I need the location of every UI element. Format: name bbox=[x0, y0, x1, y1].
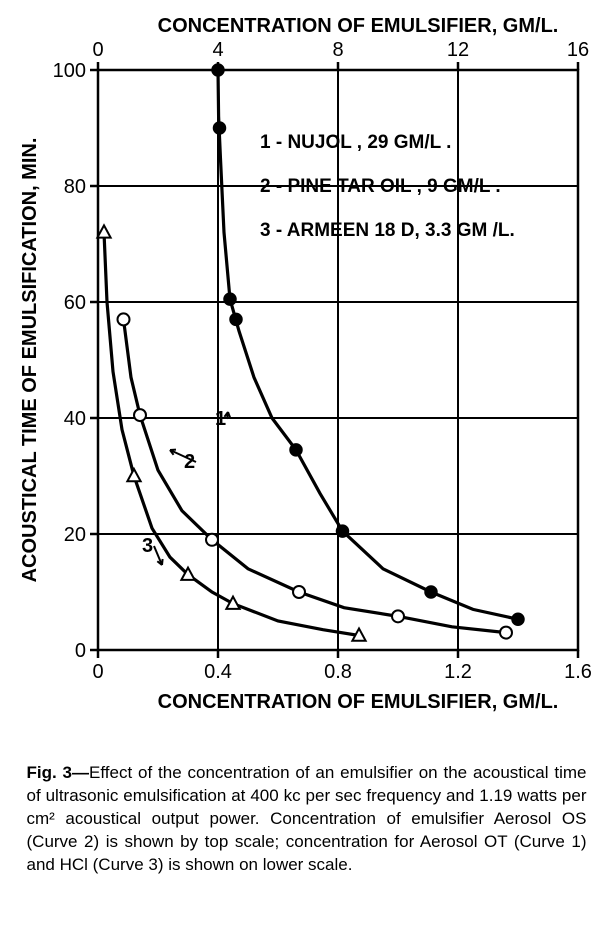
curve-number-label: 3 bbox=[142, 535, 153, 557]
svg-text:1.6: 1.6 bbox=[564, 661, 592, 683]
svg-text:40: 40 bbox=[64, 408, 86, 430]
curve-number-label: 2 bbox=[184, 451, 195, 473]
marker-open-circle bbox=[500, 627, 512, 639]
marker-filled-circle bbox=[214, 122, 226, 134]
marker-open-triangle bbox=[127, 469, 140, 481]
marker-open-triangle bbox=[97, 225, 110, 237]
marker-open-circle bbox=[293, 586, 305, 598]
svg-text:1.2: 1.2 bbox=[444, 661, 472, 683]
svg-text:0.8: 0.8 bbox=[324, 661, 352, 683]
bottom-axis-label: CONCENTRATION OF EMULSIFIER, GM/L. bbox=[158, 691, 559, 713]
svg-text:0: 0 bbox=[92, 39, 103, 61]
svg-text:100: 100 bbox=[53, 60, 86, 82]
series-curve2 bbox=[124, 319, 507, 632]
y-axis-label: ACOUSTICAL TIME OF EMULSIFICATION, MIN. bbox=[19, 138, 41, 583]
marker-open-circle bbox=[392, 610, 404, 622]
svg-text:20: 20 bbox=[64, 524, 86, 546]
svg-text:0.4: 0.4 bbox=[204, 661, 232, 683]
chart-svg: 0 4 8 12 16 0 0.4 0.8 1.2 1.6 0 20 40 60 80 100 CONCENTR… bbox=[10, 10, 603, 750]
legend-line: 3 - ARMEEN 18 D, 3.3 GM /L. bbox=[260, 220, 515, 241]
marker-open-circle bbox=[118, 313, 130, 325]
marker-open-circle bbox=[206, 534, 218, 546]
svg-text:60: 60 bbox=[64, 292, 86, 314]
curve-number-label: 1 bbox=[215, 408, 226, 430]
svg-text:0: 0 bbox=[92, 661, 103, 683]
marker-filled-circle bbox=[230, 313, 242, 325]
top-axis-label: CONCENTRATION OF EMULSIFIER, GM/L. bbox=[158, 15, 559, 37]
marker-filled-circle bbox=[212, 64, 224, 76]
legend-line: 2 - PINE TAR OIL , 9 GM/L . bbox=[260, 176, 501, 197]
caption-body: Effect of the concentration of an emulsi… bbox=[27, 763, 587, 874]
marker-filled-circle bbox=[425, 586, 437, 598]
svg-text:80: 80 bbox=[64, 176, 86, 198]
marker-filled-circle bbox=[224, 293, 236, 305]
svg-text:4: 4 bbox=[212, 39, 223, 61]
chart-area: 0 4 8 12 16 0 0.4 0.8 1.2 1.6 0 20 40 60 80 100 CONCENTR… bbox=[10, 10, 603, 750]
marker-filled-circle bbox=[337, 525, 349, 537]
caption-prefix: Fig. 3— bbox=[27, 763, 90, 782]
svg-text:12: 12 bbox=[447, 39, 469, 61]
svg-text:16: 16 bbox=[567, 39, 589, 61]
svg-text:8: 8 bbox=[332, 39, 343, 61]
marker-open-circle bbox=[134, 409, 146, 421]
svg-text:0: 0 bbox=[75, 640, 86, 662]
figure-container: 0 4 8 12 16 0 0.4 0.8 1.2 1.6 0 20 40 60 80 100 CONCENTR… bbox=[10, 10, 603, 877]
marker-filled-circle bbox=[512, 613, 524, 625]
legend-line: 1 - NUJOL , 29 GM/L . bbox=[260, 132, 451, 153]
figure-caption: Fig. 3—Effect of the concentration of an… bbox=[27, 762, 587, 877]
marker-filled-circle bbox=[290, 444, 302, 456]
